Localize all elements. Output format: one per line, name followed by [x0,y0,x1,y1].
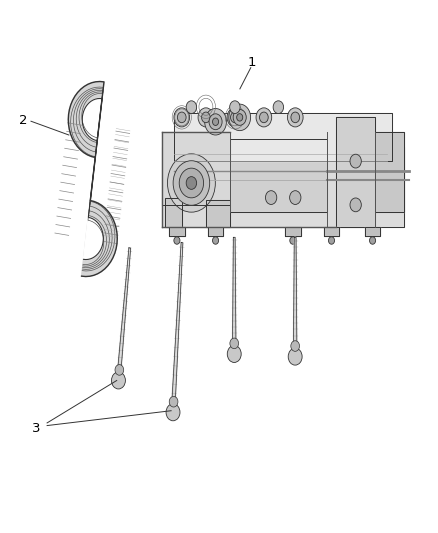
Circle shape [230,112,239,123]
Circle shape [291,341,300,351]
Circle shape [227,108,243,127]
Circle shape [227,345,241,362]
Circle shape [233,109,246,125]
Circle shape [186,176,197,189]
Circle shape [229,104,251,131]
Circle shape [291,112,300,123]
Circle shape [290,191,301,205]
Polygon shape [162,147,404,227]
Circle shape [212,237,219,244]
Polygon shape [117,248,131,375]
Circle shape [112,372,125,389]
Circle shape [186,101,197,114]
Circle shape [167,154,215,212]
Polygon shape [208,227,223,236]
Circle shape [166,404,180,421]
Circle shape [350,198,361,212]
Circle shape [370,237,376,244]
Circle shape [328,237,335,244]
Circle shape [260,112,268,123]
Circle shape [174,108,190,127]
Circle shape [290,237,296,244]
Circle shape [169,397,178,407]
Circle shape [273,101,283,114]
Polygon shape [230,139,327,212]
Polygon shape [82,99,103,260]
Polygon shape [68,82,117,277]
Polygon shape [375,132,404,212]
Circle shape [174,237,180,244]
Polygon shape [172,243,183,407]
Polygon shape [206,200,230,227]
Circle shape [230,101,240,114]
Circle shape [179,168,204,198]
Polygon shape [324,227,339,236]
Circle shape [201,112,210,123]
Polygon shape [174,113,392,161]
Polygon shape [336,117,375,227]
Polygon shape [169,227,185,236]
Circle shape [265,191,277,205]
Circle shape [256,108,272,127]
Polygon shape [285,227,301,236]
Circle shape [173,161,210,205]
Polygon shape [165,198,182,227]
Circle shape [177,112,186,123]
Circle shape [205,109,226,135]
Polygon shape [365,227,380,236]
Circle shape [212,118,219,125]
Circle shape [115,365,124,375]
Text: 2: 2 [19,114,28,127]
Circle shape [198,108,214,127]
Circle shape [287,108,303,127]
Text: 3: 3 [32,422,40,435]
Circle shape [209,114,222,130]
Polygon shape [233,237,236,349]
Text: 1: 1 [247,56,256,69]
Polygon shape [162,132,230,205]
Circle shape [230,338,239,349]
Circle shape [237,114,243,121]
Circle shape [350,154,361,168]
Circle shape [288,348,302,365]
Polygon shape [293,237,297,351]
